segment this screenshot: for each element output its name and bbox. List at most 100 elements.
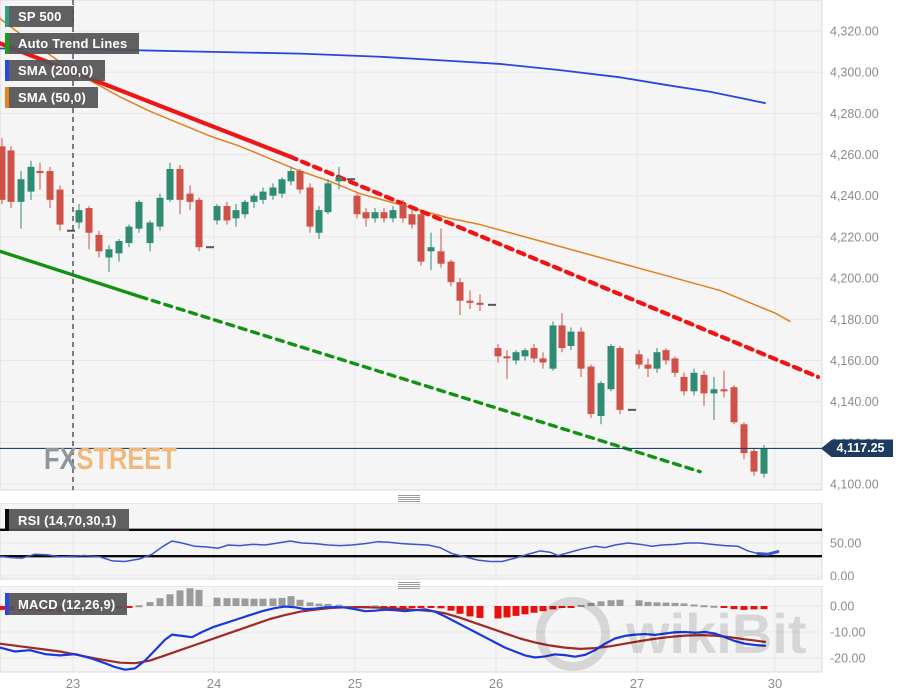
candle-body: [324, 183, 332, 213]
rsi-indicator-label[interactable]: RSI (14,70,30,1): [5, 509, 129, 531]
indicator-label-text: MACD (12,26,9): [9, 593, 128, 615]
last-price-value: 4,117.25: [836, 441, 885, 456]
price-tick-label: 4,300.00: [830, 66, 879, 80]
macd-histogram-bar: [635, 600, 643, 606]
candle-body: [730, 387, 738, 423]
macd-histogram-bar: [456, 606, 464, 614]
candle-body: [399, 203, 407, 219]
time-tick-label: 25: [348, 676, 362, 691]
macd-histogram-bar: [232, 598, 240, 606]
candle-body: [494, 348, 502, 357]
legend-item-sma50[interactable]: SMA (50,0): [5, 87, 139, 108]
main-plot-background: [0, 0, 823, 491]
candle-body: [85, 208, 93, 233]
candle-body: [587, 366, 595, 414]
candle-body: [362, 212, 370, 219]
candle-body: [417, 214, 425, 262]
macd-histogram-bar: [315, 603, 323, 606]
macd-indicator-label[interactable]: MACD (12,26,9): [5, 593, 128, 615]
macd-histogram-bar: [287, 596, 295, 606]
candle-body: [95, 234, 103, 252]
candle-body: [408, 214, 416, 225]
candle-body: [740, 424, 748, 454]
legend-label: SMA (50,0): [9, 87, 98, 108]
macd-histogram-bar: [750, 606, 758, 610]
macd-signal-line: [0, 605, 767, 665]
series-color-swatch: [5, 6, 9, 27]
candle-body: [166, 168, 174, 200]
support-trendline-solid: [0, 249, 142, 299]
candle-body: [476, 302, 484, 305]
candle-body: [456, 282, 464, 301]
macd-histogram-bar: [250, 598, 258, 606]
macd-histogram-bar: [223, 598, 231, 606]
panel-resize-grip[interactable]: [398, 582, 420, 589]
macd-histogram-bar: [653, 602, 661, 606]
price-tick-label: 4,100.00: [830, 477, 879, 491]
candle-body: [447, 261, 455, 283]
rsi-line-live-tail: [756, 550, 780, 556]
legend-item-auto-trend-lines[interactable]: Auto Trend Lines: [5, 33, 140, 54]
price-tick-label: 4,220.00: [830, 230, 879, 244]
macd-histogram-bar: [408, 606, 416, 608]
price-tick-label: 4,280.00: [830, 107, 879, 121]
candle-body: [27, 166, 35, 192]
macd-histogram-bar: [577, 604, 585, 607]
price-tick-label: 4,180.00: [830, 313, 879, 327]
candle-body: [607, 346, 615, 390]
time-tick-label: 23: [66, 676, 80, 691]
macd-histogram-bar: [125, 606, 133, 608]
macd-histogram-bar: [587, 602, 595, 606]
candle-body: [380, 212, 388, 219]
macd-panel[interactable]: 0.00 -10.00 -20.00 23 24 25 26 27 30: [0, 586, 898, 697]
candle-body: [278, 179, 286, 194]
macd-histogram-bar: [700, 605, 708, 608]
macd-histogram-bar: [241, 598, 249, 606]
macd-histogram-bar: [278, 597, 286, 606]
main-price-panel[interactable]: 4,320.00 4,300.00 4,280.00 4,260.00 4,240.00…: [0, 0, 898, 491]
price-tick-label: 4,260.00: [830, 148, 879, 162]
macd-histogram-bar: [324, 603, 332, 606]
rsi-panel[interactable]: 50.00 0.00: [0, 503, 898, 580]
series-color-swatch: [5, 593, 9, 615]
rsi-line: [0, 540, 779, 563]
candle-body: [597, 383, 605, 417]
candle-body: [250, 195, 258, 202]
candle-body: [0, 146, 6, 200]
macd-histogram-bar: [306, 602, 314, 606]
last-price-tag: 4,117.25: [821, 439, 893, 458]
macd-histogram-bar: [146, 602, 154, 606]
macd-histogram-bar: [135, 605, 143, 608]
candle-body: [223, 206, 231, 221]
candle-body: [125, 226, 133, 244]
candle-body: [644, 364, 652, 369]
macd-histogram-bar: [740, 606, 748, 610]
candle-body: [700, 374, 708, 394]
candle-body: [437, 251, 445, 264]
macd-histogram-bar: [671, 602, 679, 606]
legend-item-sp500[interactable]: SP 500: [5, 6, 139, 27]
candle-body: [389, 210, 397, 219]
panel-resize-grip[interactable]: [398, 495, 420, 502]
rsi-tick-label: 50.00: [830, 537, 861, 551]
macd-histogram-bar: [186, 588, 194, 606]
candle-body: [616, 348, 624, 410]
macd-histogram-bar: [399, 606, 407, 608]
support-trendline-dotted: [138, 294, 702, 474]
candle-body: [635, 354, 643, 365]
candle-body: [680, 376, 688, 392]
candle-body: [577, 331, 585, 369]
rsi-plot-background: [0, 503, 823, 580]
macd-histogram-bar: [466, 606, 474, 617]
candle-body: [176, 168, 184, 200]
candle-body: [269, 187, 277, 196]
series-color-swatch: [5, 33, 9, 54]
candle-body: [530, 348, 538, 359]
macd-histogram-bar: [710, 605, 718, 608]
candle-body: [371, 212, 379, 219]
macd-histogram-bar: [720, 606, 728, 608]
legend-item-sma200[interactable]: SMA (200,0): [5, 60, 139, 81]
rsi-tick-label: 0.00: [830, 570, 854, 581]
macd-histogram-bar: [616, 599, 624, 606]
